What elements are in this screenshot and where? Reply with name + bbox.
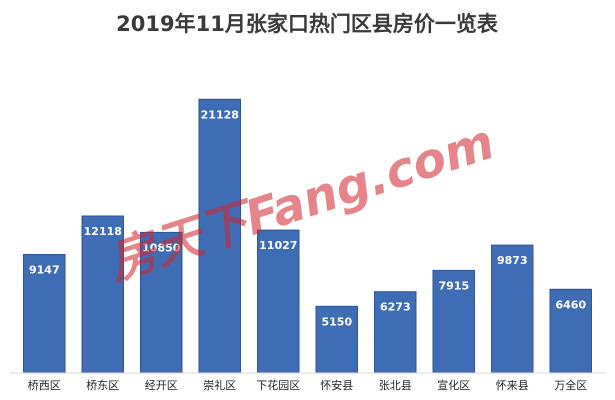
data-label: 7915	[438, 279, 469, 292]
bar-10	[549, 288, 592, 374]
data-label: 5150	[321, 315, 352, 328]
x-tick-label: 桥东区	[86, 379, 119, 392]
data-label: 12118	[84, 225, 122, 238]
data-label: 10850	[142, 241, 181, 254]
bar-4	[198, 98, 241, 374]
data-label: 9147	[29, 264, 60, 277]
x-tick-labels-group: 桥西区 桥东区 经开区 崇礼区 下花园区 怀安县 张北县 宣化区 怀来县 万全区	[28, 378, 587, 392]
x-tick-label: 崇礼区	[203, 378, 236, 392]
data-labels-group: 9147 12118 10850 21128 11027 5150 6273 7915 9873…	[29, 108, 586, 328]
bar-8	[432, 269, 475, 374]
watermark-logo: 房天下Fang.com	[100, 114, 500, 292]
x-tick-label: 张北县	[379, 379, 412, 392]
x-tick-label: 怀安县	[320, 378, 353, 392]
data-label: 9873	[497, 254, 528, 267]
chart-title: 2019年11月张家口热门区县房价一览表	[116, 12, 499, 36]
x-tick-label: 万全区	[554, 378, 587, 392]
x-tick-label: 桥西区	[28, 379, 61, 392]
data-label: 21128	[201, 108, 239, 121]
bar-1	[23, 254, 66, 374]
bar-6	[315, 305, 358, 374]
x-tick-label: 经开区	[145, 379, 178, 392]
bar-3	[140, 231, 183, 374]
bars-group	[23, 98, 592, 374]
data-label: 6460	[555, 298, 586, 311]
x-tick-label: 怀来县	[496, 379, 529, 392]
x-tick-label: 下花园区	[256, 379, 300, 392]
bar-2	[81, 215, 124, 374]
data-label: 11027	[259, 239, 297, 252]
x-tick-label: 宣化区	[437, 378, 470, 392]
data-label: 6273	[380, 301, 411, 314]
